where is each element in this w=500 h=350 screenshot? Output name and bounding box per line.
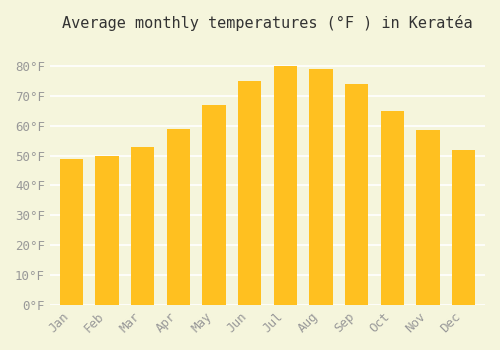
Bar [96,155,118,305]
Bar [416,130,440,305]
Bar [238,81,261,137]
Bar [345,84,368,139]
Bar [60,159,83,305]
Bar [310,69,332,128]
Bar [452,149,475,305]
Bar [345,84,368,305]
Bar [202,105,226,155]
Bar [452,149,475,305]
Bar [380,111,404,305]
Title: Average monthly temperatures (°F ) in Keratéa: Average monthly temperatures (°F ) in Ke… [62,15,472,31]
Bar [310,69,332,305]
Bar [238,81,261,305]
Bar [238,81,261,305]
Bar [60,159,83,195]
Bar [380,111,404,159]
Bar [452,149,475,188]
Bar [131,147,154,305]
Bar [96,155,118,193]
Bar [202,105,226,305]
Bar [166,128,190,173]
Bar [274,66,297,126]
Bar [416,130,440,305]
Bar [274,66,297,305]
Bar [96,155,118,305]
Bar [166,128,190,305]
Bar [310,69,332,305]
Bar [60,159,83,305]
Bar [274,66,297,305]
Bar [131,147,154,186]
Bar [131,147,154,305]
Bar [416,130,440,174]
Bar [166,128,190,305]
Bar [380,111,404,305]
Bar [345,84,368,305]
Bar [202,105,226,305]
